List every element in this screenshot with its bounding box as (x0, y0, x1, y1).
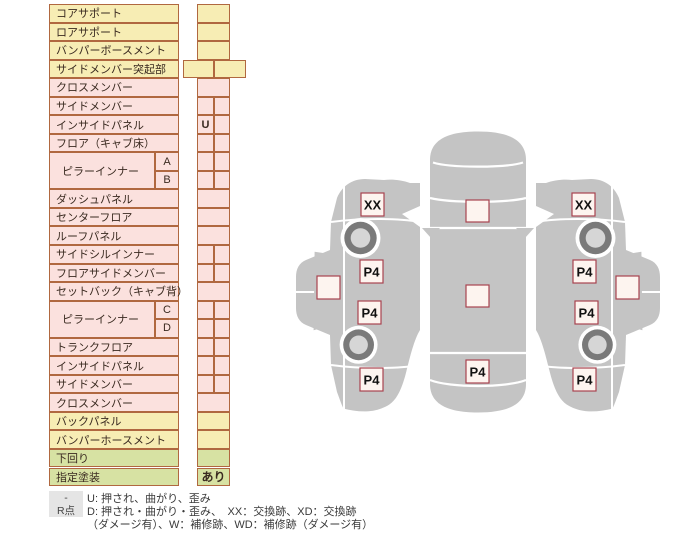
svg-text:P4: P4 (364, 265, 381, 280)
svg-text:P4: P4 (470, 365, 487, 380)
svg-text:P4: P4 (362, 306, 379, 321)
svg-text:P4: P4 (579, 306, 596, 321)
svg-text:XX: XX (575, 198, 593, 213)
svg-text:XX: XX (364, 198, 382, 213)
svg-text:P4: P4 (364, 373, 381, 388)
svg-text:P4: P4 (577, 265, 594, 280)
svg-text:P4: P4 (577, 373, 594, 388)
